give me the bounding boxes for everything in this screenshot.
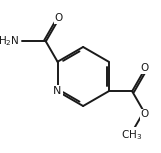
Text: H$_2$N: H$_2$N	[0, 35, 20, 48]
Text: O: O	[54, 13, 62, 23]
Text: CH$_3$: CH$_3$	[121, 128, 142, 142]
Text: O: O	[141, 109, 149, 119]
Text: N: N	[53, 86, 62, 96]
Text: O: O	[141, 63, 149, 73]
